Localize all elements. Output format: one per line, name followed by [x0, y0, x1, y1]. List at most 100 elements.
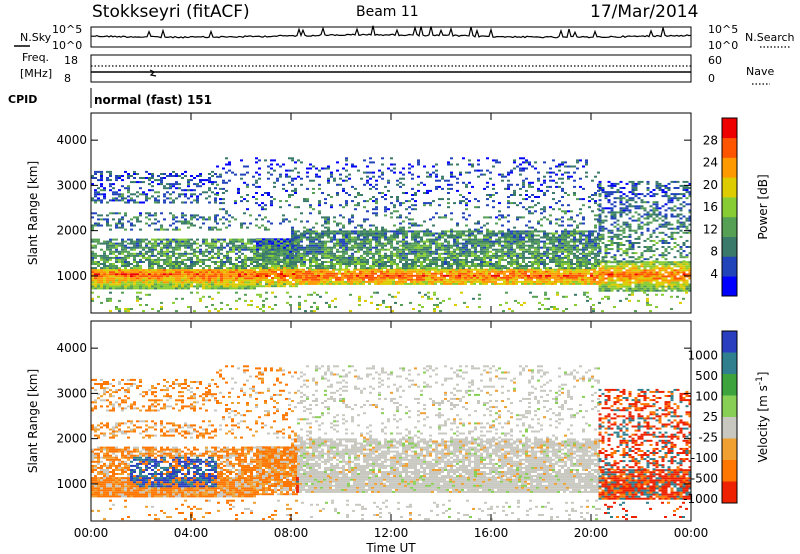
echo-cell	[289, 258, 292, 261]
echo-cell	[450, 236, 453, 239]
echo-cell	[214, 271, 217, 274]
echo-cell	[396, 267, 399, 270]
echo-cell	[348, 248, 351, 251]
echo-cell	[390, 238, 393, 241]
echo-cell	[365, 272, 368, 275]
echo-cell	[393, 252, 396, 255]
echo-cell	[160, 246, 163, 249]
echo-cell	[151, 195, 154, 198]
echo-cell	[289, 267, 292, 270]
echo-cell	[277, 283, 280, 286]
echo-cell	[220, 244, 223, 247]
echo-cell	[673, 283, 677, 286]
echo-cell	[235, 267, 238, 270]
echo-cell	[588, 261, 591, 263]
echo-cell	[471, 234, 474, 237]
echo-cell	[491, 270, 494, 273]
echo-cell	[309, 238, 312, 241]
echo-cell	[498, 250, 501, 253]
echo-cell	[306, 200, 309, 203]
echo-cell	[655, 289, 659, 292]
echo-cell	[402, 230, 405, 233]
echo-cell	[268, 270, 271, 273]
echo-cell	[643, 277, 647, 280]
echo-cell	[181, 275, 184, 278]
echo-cell	[386, 270, 389, 273]
echo-cell	[118, 287, 121, 290]
echo-cell	[247, 256, 250, 259]
echo-cell	[582, 254, 585, 257]
echo-cell	[453, 230, 456, 233]
echo-cell	[330, 267, 333, 270]
echo-cell	[145, 238, 148, 241]
echo-cell	[214, 216, 217, 219]
echo-cell	[258, 167, 261, 170]
echo-cell	[420, 250, 423, 253]
echo-cell	[378, 252, 381, 255]
echo-cell	[112, 212, 115, 215]
echo-cell	[570, 230, 573, 233]
echo-cell	[503, 270, 506, 273]
echo-cell	[142, 277, 145, 280]
echo-cell	[234, 218, 237, 221]
echo-cell	[109, 275, 112, 278]
echo-cell	[308, 282, 311, 285]
echo-cell	[378, 238, 381, 241]
echo-cell	[407, 276, 410, 279]
echo-cell	[259, 281, 262, 284]
echo-cell	[440, 278, 443, 281]
echo-cell	[222, 222, 225, 225]
echo-cell	[318, 204, 321, 207]
echo-cell	[537, 256, 540, 259]
echo-cell	[579, 256, 582, 259]
echo-cell	[327, 228, 330, 231]
echo-cell	[166, 269, 169, 272]
echo-cell	[232, 265, 235, 267]
echo-cell	[321, 248, 324, 251]
echo-cell	[393, 258, 396, 261]
echo-cell	[253, 269, 256, 272]
echo-cell	[270, 173, 273, 176]
echo-cell	[109, 240, 112, 243]
echo-cell	[286, 263, 289, 265]
echo-cell	[643, 267, 647, 270]
echo-cell	[318, 250, 321, 253]
echo-cell	[184, 258, 187, 261]
echo-cell	[360, 267, 363, 270]
echo-cell	[220, 273, 223, 276]
echo-cell	[270, 202, 273, 205]
echo-cell	[211, 228, 214, 231]
echo-cell	[393, 238, 396, 241]
echo-cell	[247, 265, 250, 267]
echo-cell	[217, 275, 220, 278]
echo-cell	[438, 238, 441, 241]
echo-cell	[253, 275, 256, 278]
echo-cell	[369, 250, 372, 253]
echo-cell	[516, 252, 519, 255]
echo-cell	[238, 265, 241, 267]
echo-cell	[292, 273, 295, 275]
echo-cell	[151, 271, 154, 274]
echo-cell	[688, 267, 692, 270]
echo-cell	[244, 279, 247, 282]
echo-cell	[157, 281, 160, 284]
echo-cell	[531, 267, 534, 270]
echo-cell	[537, 250, 540, 253]
echo-cell	[552, 248, 555, 251]
echo-cell	[289, 238, 292, 241]
echo-cell	[124, 197, 127, 200]
echo-cell	[492, 267, 495, 270]
echo-cell	[329, 282, 332, 285]
echo-cell	[94, 173, 97, 175]
echo-cell	[94, 252, 97, 255]
echo-cell	[604, 265, 608, 268]
echo-cell	[211, 271, 214, 274]
echo-cell	[187, 273, 190, 276]
echo-cell	[121, 185, 124, 188]
echo-cell	[588, 244, 591, 247]
echo-cell	[527, 268, 530, 271]
echo-cell	[100, 173, 103, 175]
echo-cell	[315, 246, 318, 249]
echo-cell	[429, 254, 432, 257]
echo-cell	[130, 240, 133, 243]
